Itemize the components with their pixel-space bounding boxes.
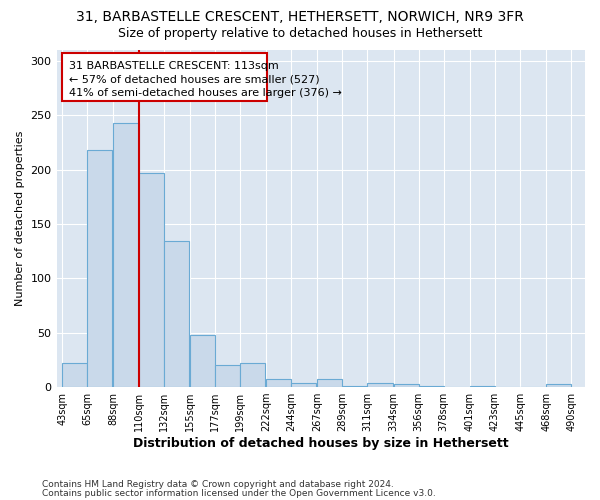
Text: 31 BARBASTELLE CRESCENT: 113sqm: 31 BARBASTELLE CRESCENT: 113sqm xyxy=(69,61,279,71)
Bar xyxy=(139,173,164,387)
Bar xyxy=(113,123,139,387)
Bar xyxy=(62,363,87,387)
Bar xyxy=(291,382,316,387)
Text: Size of property relative to detached houses in Hethersett: Size of property relative to detached ho… xyxy=(118,28,482,40)
Text: 31, BARBASTELLE CRESCENT, HETHERSETT, NORWICH, NR9 3FR: 31, BARBASTELLE CRESCENT, HETHERSETT, NO… xyxy=(76,10,524,24)
Bar xyxy=(266,380,291,387)
Bar xyxy=(419,386,444,387)
Text: Contains HM Land Registry data © Crown copyright and database right 2024.: Contains HM Land Registry data © Crown c… xyxy=(42,480,394,489)
Y-axis label: Number of detached properties: Number of detached properties xyxy=(15,131,25,306)
Bar xyxy=(164,242,188,387)
Bar xyxy=(367,382,392,387)
Bar xyxy=(190,335,215,387)
Bar xyxy=(240,363,265,387)
Bar xyxy=(470,386,495,387)
Text: 41% of semi-detached houses are larger (376) →: 41% of semi-detached houses are larger (… xyxy=(69,88,342,98)
Bar xyxy=(394,384,419,387)
Bar xyxy=(546,384,571,387)
Bar xyxy=(343,386,367,387)
Bar xyxy=(317,380,343,387)
FancyBboxPatch shape xyxy=(62,54,267,101)
X-axis label: Distribution of detached houses by size in Hethersett: Distribution of detached houses by size … xyxy=(133,437,509,450)
Bar xyxy=(215,366,240,387)
Bar xyxy=(87,150,112,387)
Text: ← 57% of detached houses are smaller (527): ← 57% of detached houses are smaller (52… xyxy=(69,74,320,85)
Text: Contains public sector information licensed under the Open Government Licence v3: Contains public sector information licen… xyxy=(42,488,436,498)
